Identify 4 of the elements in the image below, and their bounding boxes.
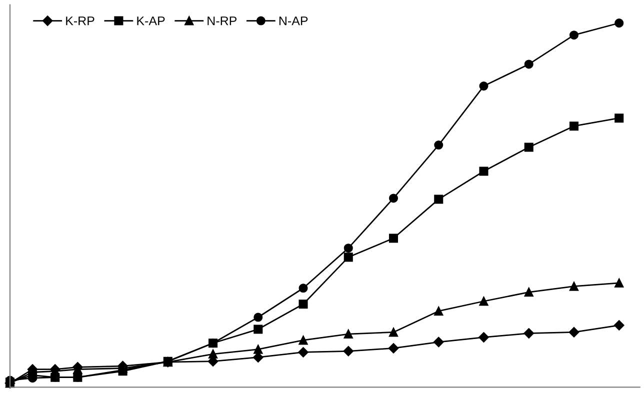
legend-label: K-AP bbox=[137, 16, 165, 26]
legend-label: K-RP bbox=[66, 16, 94, 26]
legend-label: N-AP bbox=[279, 16, 308, 26]
legend-label: N-RP bbox=[208, 16, 237, 26]
